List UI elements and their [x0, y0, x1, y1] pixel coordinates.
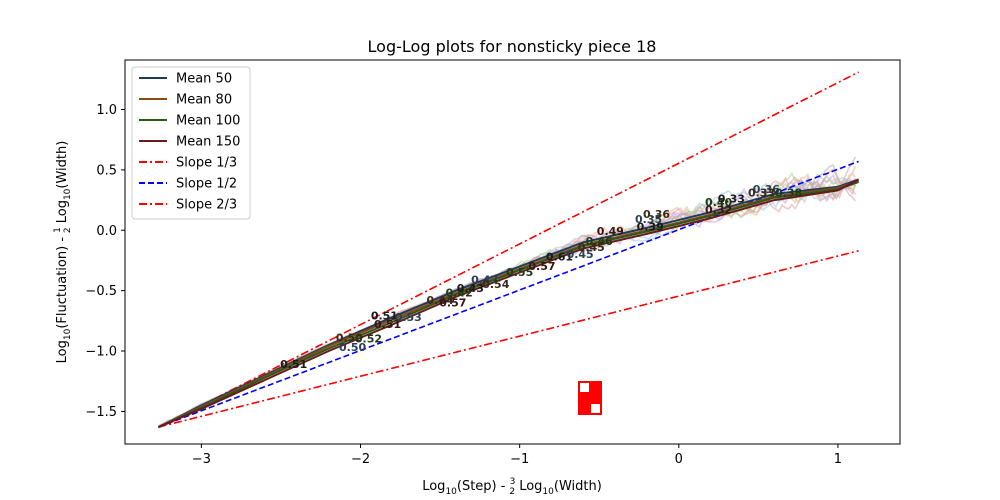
series-line-mean-80	[157, 179, 859, 429]
segment-slope-label: 0.53	[395, 311, 422, 324]
noise-trace	[158, 177, 856, 428]
y-axis-ticks: −1.5 −1.0 −0.5 0.0 0.5 1.0	[85, 103, 125, 420]
noise-trace	[157, 171, 856, 428]
segment-slope-label: 0.61	[546, 250, 573, 263]
series-line-slope-2-3	[158, 71, 859, 428]
chart-title: Log-Log plots for nonsticky piece 18	[368, 37, 657, 56]
noise-trace	[158, 175, 856, 428]
segment-slope-label: 0.49	[597, 225, 624, 238]
legend-label: Mean 100	[176, 114, 240, 129]
segment-slope-label: 0.54	[482, 278, 509, 291]
y-tick-label: 0.5	[96, 163, 117, 178]
legend-label: Mean 80	[176, 93, 232, 108]
noise-trace	[158, 177, 857, 428]
y-tick-label: −0.5	[85, 284, 117, 299]
segment-slope-label: 0.35	[635, 213, 662, 226]
segment-slope-label: 0.36	[753, 183, 780, 196]
segment-slope-label: 0.57	[528, 260, 555, 273]
legend-label: Mean 150	[176, 135, 240, 150]
segment-slope-label: 0.51	[280, 358, 307, 371]
y-axis-title: Log10(Fluctuation) - 12 Log10(Width)	[53, 141, 73, 364]
legend-label: Slope 2/3	[176, 198, 237, 213]
x-tick-label: −2	[351, 452, 370, 467]
segment-slope-label: 0.36	[643, 208, 670, 221]
segment-slope-label: 0.45	[578, 241, 605, 254]
segment-slope-label: 0.32	[705, 203, 732, 216]
segment-slope-label: 0.57	[439, 296, 466, 309]
x-axis-ticks: −3 −2 −1 0 1	[192, 444, 842, 467]
legend-label: Mean 50	[176, 72, 232, 87]
noise-trace	[157, 184, 857, 429]
segment-slope-label: 0.47	[471, 273, 498, 286]
y-tick-label: −1.0	[85, 345, 117, 360]
segment-slope-label: 0.43	[457, 282, 484, 295]
legend: Mean 50 Mean 80 Mean 100 Mean 150 Slope 1/3 S…	[131, 66, 251, 220]
series-line-mean-50	[157, 178, 859, 428]
series-line-mean-150	[158, 178, 860, 429]
y-tick-label: −1.5	[85, 405, 117, 420]
x-tick-label: 1	[834, 452, 842, 467]
segment-slope-label: 0.51	[371, 310, 398, 323]
legend-label: Slope 1/2	[176, 177, 237, 192]
x-tick-label: 0	[675, 452, 683, 467]
segment-slope-label: 0.44	[427, 294, 454, 307]
segment-slope-label: 0.51	[374, 318, 401, 331]
segment-slope-label: 0.45	[567, 248, 594, 261]
segment-slope-label: 0.39	[637, 220, 664, 233]
segment-slope-label: 0.50	[339, 341, 366, 354]
segment-slope-label: 0.38	[775, 186, 802, 199]
legend-box	[131, 66, 251, 220]
segment-slope-label: 0.33	[748, 186, 775, 199]
x-tick-label: −1	[510, 452, 529, 467]
segment-slope-label: 0.50	[336, 331, 363, 344]
noise-trace	[157, 181, 857, 428]
segment-slope-label: 0.55	[506, 266, 533, 279]
segment-slope-label: 0.52	[355, 333, 382, 346]
legend-label: Slope 1/3	[176, 156, 237, 171]
x-tick-label: −3	[192, 452, 211, 467]
axes-frame	[124, 59, 901, 445]
segment-labels: 0.510.500.500.520.510.510.530.440.420.57…	[280, 183, 802, 371]
marker-glyph	[578, 381, 602, 415]
y-tick-label: 1.0	[96, 103, 117, 118]
series-line-mean-100	[157, 181, 859, 429]
segment-slope-label: 0.42	[446, 287, 473, 300]
segment-slope-label: 0.33	[718, 192, 745, 205]
series-lines	[157, 71, 860, 429]
y-tick-label: 0.0	[96, 224, 117, 239]
segment-slope-label: 0.46	[586, 235, 613, 248]
segment-slope-label: 0.40	[705, 196, 732, 209]
